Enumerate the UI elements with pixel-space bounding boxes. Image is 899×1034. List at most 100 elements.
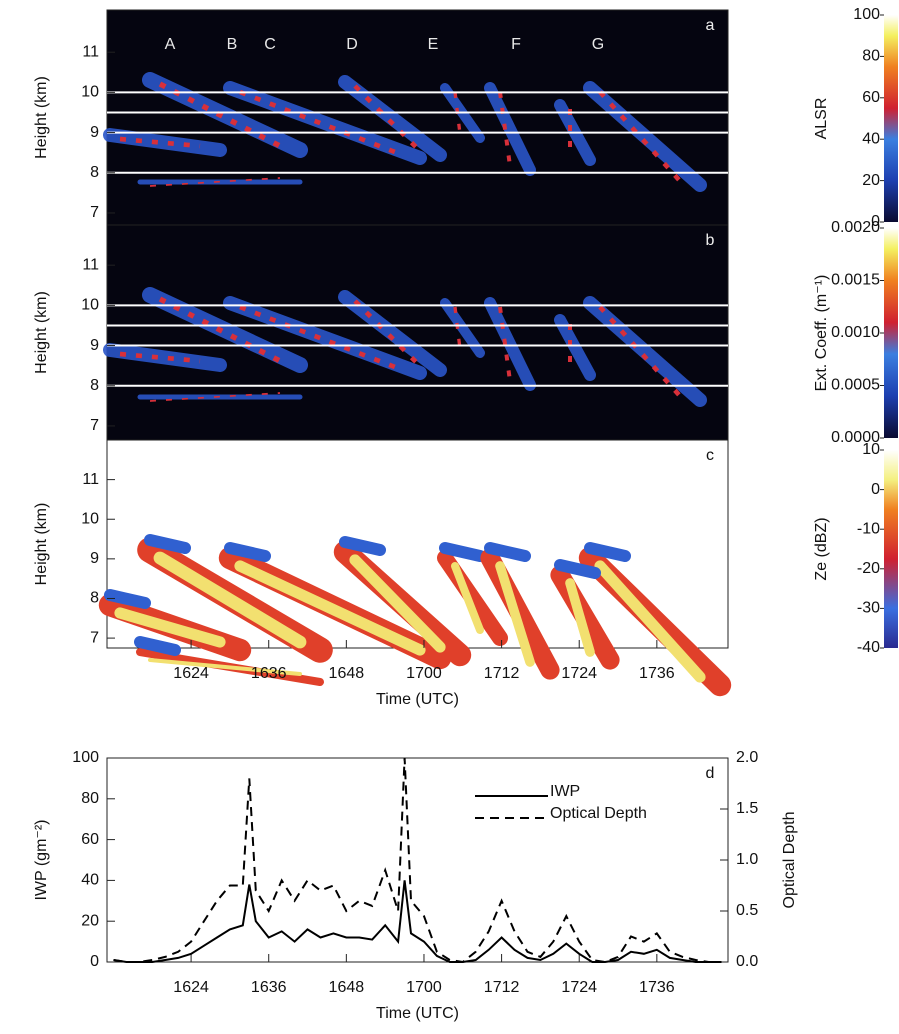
x-tick-label: 1712 xyxy=(484,979,520,996)
cloud-streak xyxy=(338,75,447,162)
cloud-streak xyxy=(583,81,707,192)
y2-tick-label: 0.5 xyxy=(736,902,758,919)
x-tick-label: 1724 xyxy=(561,665,597,682)
plot-area xyxy=(106,9,729,226)
cloud-streak xyxy=(583,296,707,407)
cloud-core xyxy=(239,89,401,157)
y-tick-label: 9 xyxy=(90,550,99,567)
cloud-core xyxy=(598,90,682,183)
cloud-core xyxy=(149,392,281,402)
colorbar-label: Ext. Coeff. (m⁻¹) xyxy=(813,275,830,392)
colorbar-label: ALSR xyxy=(813,98,830,140)
y-tick-label: 10 xyxy=(81,84,99,101)
plot-area xyxy=(106,757,729,963)
cloud-core xyxy=(158,81,282,149)
cloud-core xyxy=(234,560,426,656)
x-tick-label: 1648 xyxy=(329,979,365,996)
y-tick-label: 9 xyxy=(90,337,99,354)
y-tick-label: 8 xyxy=(90,164,99,181)
cloud-core xyxy=(158,296,282,364)
colorbar xyxy=(884,450,898,648)
colorbar-tick-label: 0 xyxy=(871,481,880,498)
colorbar-tick-label: -30 xyxy=(857,600,880,617)
y-tick-label: 7 xyxy=(90,417,99,434)
y-tick-label: 7 xyxy=(90,629,99,646)
cloud-core xyxy=(498,91,512,167)
cloud-top xyxy=(339,536,386,556)
y-tick-label: 10 xyxy=(81,510,99,527)
colorbar-tick-label: 0 xyxy=(871,213,880,230)
x-tick-label: 1736 xyxy=(639,665,675,682)
x-tick-label: 1700 xyxy=(406,665,442,682)
colorbar-tick-label: 100 xyxy=(853,6,880,23)
y2-tick-label: 1.0 xyxy=(736,851,758,868)
cloud-label: E xyxy=(428,36,439,53)
colorbar-tick-label: 60 xyxy=(862,89,880,106)
cloud-streak xyxy=(484,82,536,176)
colorbar-tick-label: 80 xyxy=(862,48,880,65)
cloud-top xyxy=(584,542,631,562)
colorbar-tick-label: -20 xyxy=(857,560,880,577)
y-tick-label: 60 xyxy=(81,831,99,848)
x-tick-label: 1624 xyxy=(173,979,209,996)
legend-label: IWP xyxy=(550,783,580,800)
x-tick-label: 1648 xyxy=(329,665,365,682)
colorbar-tick-label: -40 xyxy=(857,639,880,656)
y-tick-label: 0 xyxy=(90,953,99,970)
panel-label: c xyxy=(706,447,714,464)
y2-tick-label: 0.0 xyxy=(736,953,758,970)
x-tick-label: 1636 xyxy=(251,665,287,682)
colorbar-tick-label: -10 xyxy=(857,520,880,537)
cloud-streak xyxy=(103,343,227,372)
cloud-field xyxy=(98,534,732,697)
y-axis-label: Height (km) xyxy=(33,76,50,159)
cloud-streak xyxy=(554,314,596,381)
y-tick-label: 11 xyxy=(82,256,99,273)
colorbar xyxy=(884,15,898,222)
cloud-core xyxy=(119,136,201,149)
colorbar-tick-label: 10 xyxy=(862,441,880,458)
cloud-top xyxy=(224,542,271,562)
legend-label: Optical Depth xyxy=(550,805,647,822)
panel-label: d xyxy=(706,765,715,782)
cloud-label: C xyxy=(264,36,276,53)
cloud-core xyxy=(495,561,535,667)
y-axis-label: Height (km) xyxy=(33,291,50,374)
cloud-label: D xyxy=(346,36,358,53)
colorbar-label: Ze (dBZ) xyxy=(813,517,830,580)
y-tick-label: 100 xyxy=(72,749,99,766)
cloud-streak xyxy=(223,296,427,380)
colorbar-tick-label: 0.0020 xyxy=(831,219,880,236)
cloud-streak xyxy=(484,297,536,391)
cloud-core xyxy=(598,305,682,398)
cloud-field xyxy=(103,287,707,407)
colorbar xyxy=(884,228,898,438)
cloud-top xyxy=(104,589,151,609)
y2-tick-label: 2.0 xyxy=(736,749,758,766)
x-tick-label: 1712 xyxy=(484,665,520,682)
y-tick-label: 40 xyxy=(81,872,99,889)
cloud-label: F xyxy=(511,36,521,53)
cloud-core xyxy=(453,306,462,350)
plot-area xyxy=(106,224,729,441)
cloud-core xyxy=(498,306,512,382)
y-tick-label: 7 xyxy=(90,204,99,221)
y-tick-label: 8 xyxy=(90,377,99,394)
cloud-core xyxy=(114,607,226,648)
cloud-core xyxy=(349,554,446,653)
cloud-core xyxy=(148,658,302,676)
x-tick-label: 1700 xyxy=(406,979,442,996)
colorbar-tick-label: 0.0010 xyxy=(831,324,880,341)
y-tick-label: 10 xyxy=(81,297,99,314)
cloud-top xyxy=(439,542,486,562)
colorbar-tick-label: 0.0015 xyxy=(831,272,880,289)
x-tick-label: 1724 xyxy=(561,979,597,996)
y-tick-label: 11 xyxy=(82,471,99,488)
cloud-core xyxy=(594,560,706,683)
cloud-streak xyxy=(103,128,227,157)
cloud-label: B xyxy=(227,36,238,53)
x-tick-label: 1636 xyxy=(251,979,287,996)
y-tick-label: 9 xyxy=(90,124,99,141)
y-tick-label: 20 xyxy=(81,912,99,929)
